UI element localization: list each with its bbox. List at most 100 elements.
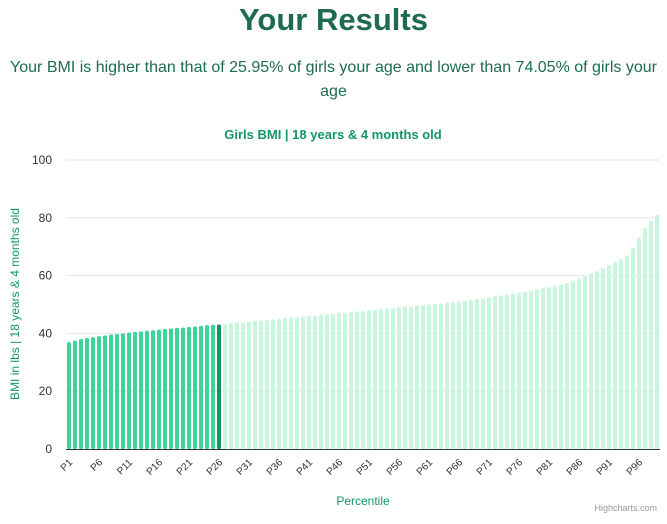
bar-p91[interactable]	[606, 265, 612, 449]
bar-p49[interactable]	[354, 311, 360, 449]
bar-p94[interactable]	[624, 255, 630, 449]
bar-p74[interactable]	[504, 294, 510, 449]
bar-p17[interactable]	[162, 329, 168, 449]
bar-p52[interactable]	[372, 309, 378, 449]
bar-p23[interactable]	[198, 325, 204, 449]
bar-p21[interactable]	[186, 327, 192, 449]
bar-p32[interactable]	[252, 321, 258, 449]
bar-p64[interactable]	[444, 302, 450, 449]
bar-p36[interactable]	[276, 318, 282, 449]
bar-p59[interactable]	[414, 305, 420, 449]
bar-p88[interactable]	[588, 273, 594, 449]
bar-p13[interactable]	[138, 331, 144, 449]
bar-p72[interactable]	[492, 296, 498, 449]
bar-p37[interactable]	[282, 318, 288, 449]
bar-p85[interactable]	[570, 280, 576, 449]
bar-p35[interactable]	[270, 319, 276, 449]
bar-p46[interactable]	[336, 313, 342, 449]
bar-p10[interactable]	[120, 333, 126, 449]
bar-p75[interactable]	[510, 293, 516, 449]
bar-p98[interactable]	[648, 220, 654, 449]
bar-p70[interactable]	[480, 298, 486, 449]
chart-credits[interactable]: Highcharts.com	[594, 503, 657, 513]
bar-p43[interactable]	[318, 314, 324, 449]
bar-p53[interactable]	[378, 309, 384, 449]
bar-p55[interactable]	[390, 307, 396, 449]
bar-p16[interactable]	[156, 329, 162, 449]
bar-p12[interactable]	[132, 331, 138, 449]
bar-p56[interactable]	[396, 307, 402, 449]
bar-p61[interactable]	[426, 304, 432, 450]
bar-p71[interactable]	[486, 297, 492, 449]
bar-p4[interactable]	[84, 338, 90, 449]
bar-p42[interactable]	[312, 315, 318, 449]
bar-p8[interactable]	[108, 334, 114, 449]
bar-p5[interactable]	[90, 337, 96, 449]
bar-p22[interactable]	[192, 326, 198, 449]
bar-p6[interactable]	[96, 336, 102, 449]
bar-p27[interactable]	[222, 323, 228, 449]
bar-p51[interactable]	[366, 310, 372, 449]
bar-p89[interactable]	[594, 270, 600, 449]
bar-p67[interactable]	[462, 300, 468, 449]
bar-p66[interactable]	[456, 301, 462, 449]
bar-p54[interactable]	[384, 308, 390, 449]
bar-p15[interactable]	[150, 330, 156, 449]
bar-p69[interactable]	[474, 299, 480, 449]
bar-p3[interactable]	[78, 339, 84, 449]
bar-p99[interactable]	[654, 214, 660, 449]
bar-p33[interactable]	[258, 320, 264, 449]
bar-p11[interactable]	[126, 332, 132, 449]
bar-p68[interactable]	[468, 299, 474, 449]
bar-p87[interactable]	[582, 276, 588, 449]
bar-p62[interactable]	[432, 303, 438, 449]
bar-p7[interactable]	[102, 335, 108, 449]
bar-p18[interactable]	[168, 328, 174, 449]
bar-p79[interactable]	[534, 289, 540, 449]
bar-p93[interactable]	[618, 259, 624, 449]
bar-p26[interactable]	[216, 324, 222, 449]
bar-p40[interactable]	[300, 316, 306, 449]
bar-p31[interactable]	[246, 321, 252, 449]
bar-p57[interactable]	[402, 306, 408, 449]
bar-p86[interactable]	[576, 278, 582, 449]
bar-p2[interactable]	[72, 340, 78, 450]
bar-p45[interactable]	[330, 313, 336, 449]
bar-p80[interactable]	[540, 288, 546, 449]
bar-p78[interactable]	[528, 290, 534, 449]
bar-p28[interactable]	[228, 323, 234, 449]
bar-p44[interactable]	[324, 314, 330, 449]
bar-p73[interactable]	[498, 295, 504, 449]
bar-p90[interactable]	[600, 268, 606, 449]
bar-p47[interactable]	[342, 312, 348, 449]
bar-p39[interactable]	[294, 317, 300, 449]
bar-p77[interactable]	[522, 291, 528, 449]
bar-p20[interactable]	[180, 327, 186, 449]
bar-p30[interactable]	[240, 322, 246, 449]
bar-p97[interactable]	[642, 227, 648, 449]
bar-p19[interactable]	[174, 327, 180, 449]
bar-p50[interactable]	[360, 310, 366, 449]
bar-p58[interactable]	[408, 306, 414, 449]
bar-p9[interactable]	[114, 333, 120, 449]
bar-p65[interactable]	[450, 302, 456, 449]
bar-p41[interactable]	[306, 316, 312, 449]
bar-p38[interactable]	[288, 317, 294, 449]
bar-p83[interactable]	[558, 284, 564, 449]
bar-p25[interactable]	[210, 324, 216, 449]
bar-p34[interactable]	[264, 320, 270, 449]
bar-p1[interactable]	[66, 342, 72, 449]
bar-p81[interactable]	[546, 287, 552, 449]
bar-p29[interactable]	[234, 322, 240, 449]
bar-p60[interactable]	[420, 305, 426, 449]
bar-p48[interactable]	[348, 312, 354, 449]
bar-p76[interactable]	[516, 292, 522, 449]
bar-p14[interactable]	[144, 330, 150, 449]
bar-p95[interactable]	[630, 248, 636, 449]
bar-p96[interactable]	[636, 238, 642, 449]
bar-p84[interactable]	[564, 282, 570, 449]
bar-p63[interactable]	[438, 303, 444, 449]
bar-p92[interactable]	[612, 262, 618, 449]
bar-p24[interactable]	[204, 325, 210, 449]
bar-p82[interactable]	[552, 286, 558, 449]
